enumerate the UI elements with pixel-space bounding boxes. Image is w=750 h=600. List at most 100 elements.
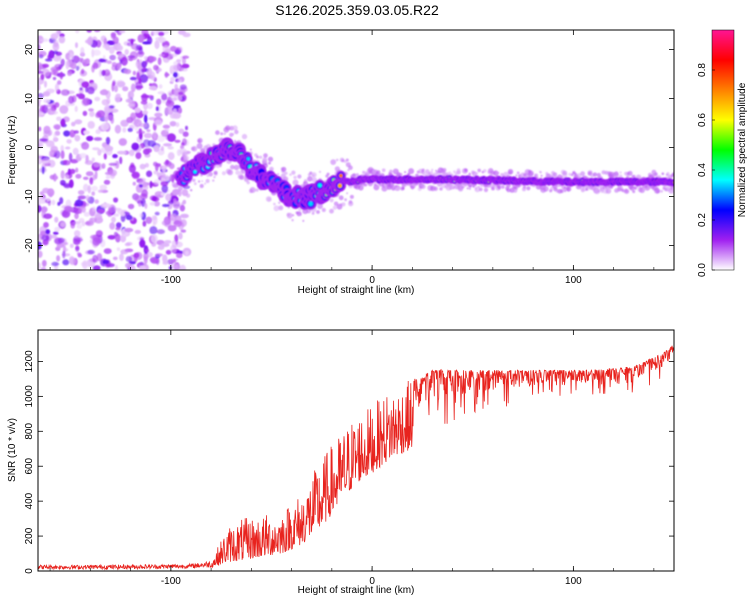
spectrogram-noise-blob — [69, 243, 74, 248]
spectrogram-noise-blob — [170, 97, 177, 102]
spectrogram-ridge-core — [339, 173, 343, 178]
spectrogram-noise-blob — [152, 131, 158, 140]
spectrogram-halo-blob — [302, 219, 305, 222]
spectrogram-noise-blob — [165, 159, 170, 165]
spectrogram-noise-blob — [94, 216, 104, 224]
spectrogram-noise-blob — [170, 76, 175, 83]
snr-y-tick-label: 1000 — [24, 385, 35, 408]
spectrogram-halo-blob — [183, 155, 190, 162]
spectrogram-noise-blob — [106, 60, 112, 64]
spectrogram-halo-blob — [553, 172, 558, 177]
spectrogram-noise-blob — [101, 163, 106, 169]
spectrogram-noise-blob — [171, 174, 175, 184]
spectrogram-halo-blob — [420, 184, 426, 190]
spectrogram-halo-blob — [421, 168, 425, 172]
spectrogram-halo-blob — [281, 166, 287, 172]
spectrogram-halo-blob — [330, 159, 337, 166]
spectrogram-halo-blob — [205, 178, 210, 184]
spectrogram-noise-blob — [48, 143, 55, 147]
spectrogram-noise-blob — [43, 130, 52, 137]
spectrogram-halo-blob — [278, 205, 284, 211]
snr-x-tick-label: -100 — [161, 576, 181, 587]
spectrogram-noise-blob — [103, 179, 111, 185]
spectrogram-halo-blob — [570, 173, 574, 177]
spectrogram-noise-blob — [131, 172, 140, 178]
spectrogram-halo-blob — [326, 172, 330, 176]
spectrogram-noise-blob — [158, 53, 165, 58]
spectrogram-noise-blob — [140, 198, 146, 207]
spectrogram-noise-blob — [153, 64, 159, 71]
spectrogram-halo-blob — [464, 168, 468, 172]
spectrogram-noise-blob — [49, 110, 58, 115]
spectrogram-halo-blob — [528, 170, 534, 176]
spectrogram-noise-blob — [63, 242, 69, 246]
spectrogram-halo-blob — [389, 169, 393, 174]
spectrogram-halo-blob — [197, 137, 203, 144]
spectrogram-halo-blob — [380, 183, 383, 186]
spectrogram-halo-blob — [396, 185, 398, 188]
spectrogram-ridge-core — [337, 183, 343, 188]
spectrogram-noise-blob — [45, 58, 53, 62]
spectrogram-noise-blob — [95, 230, 103, 238]
spectrogram-noise-blob — [53, 175, 59, 180]
spectrogram-halo-blob — [232, 125, 238, 131]
spectrogram-noise-blob — [41, 259, 47, 267]
spectrogram-noise-blob — [60, 58, 65, 67]
spectrogram-noise-blob — [58, 36, 66, 44]
spectrogram-noise-blob — [184, 250, 189, 256]
spectrogram-noise-blob — [74, 237, 83, 243]
snr-y-tick-label: 800 — [24, 423, 35, 440]
spectrogram-noise-blob — [105, 210, 113, 216]
spectrogram-noise-blob — [176, 59, 182, 63]
spectrogram-noise-blob — [127, 103, 135, 107]
spectrogram-x-tick-label: 0 — [369, 275, 375, 286]
spectrogram-halo-blob — [627, 175, 630, 179]
spectrogram-noise-blob — [138, 128, 142, 134]
spectrogram-noise-blob — [74, 230, 81, 238]
spectrogram-noise-blob — [73, 221, 81, 225]
spectrogram-noise-blob — [135, 152, 142, 160]
spectrogram-halo-blob — [187, 151, 190, 155]
spectrogram-noise-blob — [74, 134, 81, 142]
colorbar-ticks: 0.0 0.2 0.4 0.6 0.8 — [697, 63, 715, 277]
spectrogram-noise-blob — [181, 63, 190, 69]
spectrogram-noise-blob — [112, 36, 119, 44]
spectrogram-noise-blob — [87, 249, 95, 255]
spectrogram-noise-blob — [71, 121, 76, 127]
snr-y-tick-label: 0 — [24, 568, 35, 574]
spectrogram-noise-blob — [83, 183, 89, 192]
spectrogram-noise-blob — [68, 152, 73, 162]
spectrogram-halo-blob — [345, 158, 349, 162]
spectrogram-noise-blob — [160, 146, 164, 151]
spectrogram-halo-blob — [566, 186, 572, 192]
spectrogram-halo-blob — [263, 153, 268, 158]
spectrogram-ridge-core — [317, 183, 322, 188]
spectrogram-noise-blob — [179, 264, 186, 270]
spectrogram-noise-blob — [38, 50, 47, 57]
snr-frame — [37, 329, 675, 572]
spectrogram-noise-blob — [175, 236, 179, 245]
spectrogram-noise-blob — [74, 119, 83, 125]
spectrogram-noise-blob — [119, 59, 123, 65]
spectrogram-noise-blob — [110, 32, 116, 38]
spectrogram-noise-blob — [172, 200, 181, 210]
spectrogram-noise-blob — [164, 71, 169, 78]
spectrogram-halo-blob — [221, 171, 226, 176]
spectrogram-noise-blob — [38, 250, 43, 258]
spectrogram-halo-blob — [297, 174, 302, 179]
spectrogram-noise-blob — [102, 43, 110, 49]
spectrogram-noise-blob — [75, 30, 80, 34]
spectrogram-noise-blob — [85, 195, 90, 202]
spectrogram-noise-blob — [82, 97, 91, 106]
spectrogram-halo-blob — [456, 168, 461, 173]
spectrogram-noise-blob — [43, 222, 49, 228]
spectrogram-noise-blob — [38, 70, 44, 74]
spectrogram-noise-blob — [105, 263, 115, 268]
spectrogram-noise-blob — [71, 55, 80, 64]
spectrogram-noise-blob — [150, 234, 158, 244]
spectrogram-halo-blob — [433, 186, 439, 192]
spectrogram-noise-blob — [132, 181, 136, 186]
snr-series-line — [38, 345, 674, 571]
spectrogram-noise-blob — [38, 140, 44, 149]
